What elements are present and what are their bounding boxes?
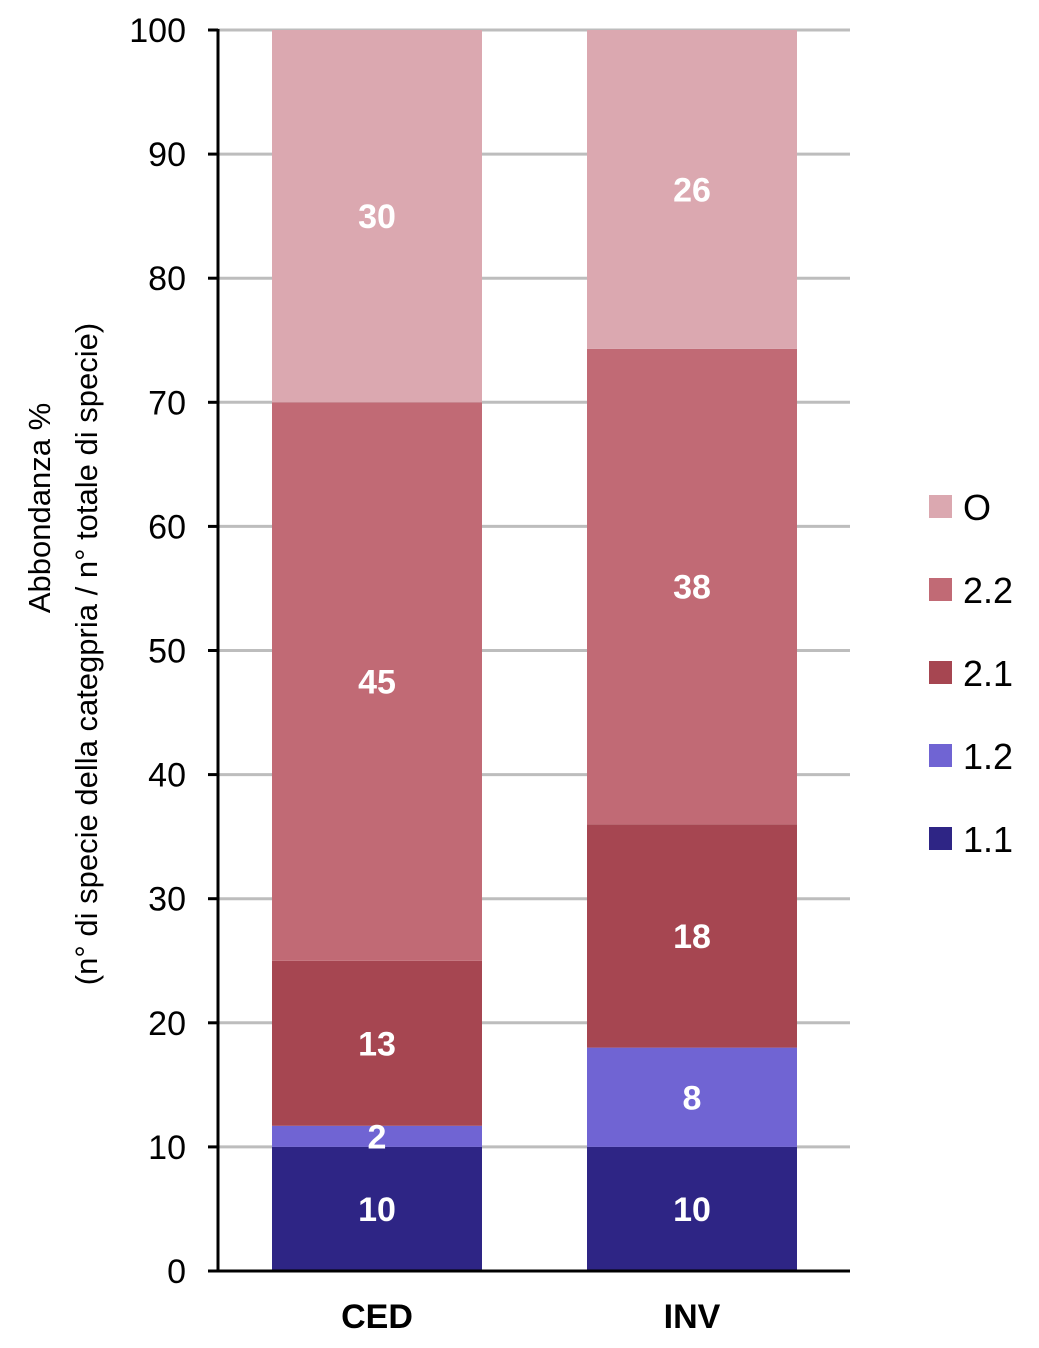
- bars: [272, 30, 797, 1271]
- y-tick-label: 40: [148, 757, 186, 795]
- y-tick-label: 100: [129, 12, 186, 50]
- legend-swatch: [929, 495, 952, 518]
- legend-item: 2.1: [929, 653, 1013, 694]
- data-label: 8: [683, 1079, 702, 1117]
- bar-segment-INV-2.2: [587, 348, 797, 825]
- bar-segment-CED-1.2: [272, 1125, 482, 1147]
- data-label: 10: [673, 1191, 711, 1229]
- data-label: 2: [368, 1118, 387, 1156]
- y-tick-label: 20: [148, 1005, 186, 1043]
- bar-segment-INV-1.1: [587, 1146, 797, 1271]
- data-label: 30: [358, 198, 396, 236]
- y-axis-title: Abbondanza % (n° di specie della categpr…: [22, 323, 104, 985]
- y-axis-label-line2: (n° di specie della categpria / n° total…: [69, 323, 104, 985]
- legend-swatch: [929, 827, 952, 850]
- legend-label: 2.1: [963, 653, 1013, 694]
- data-label: 13: [358, 1025, 396, 1063]
- bar-segment-CED-O: [272, 30, 482, 403]
- data-label: 45: [358, 664, 396, 702]
- axes: [208, 28, 850, 1273]
- legend-label: 2.2: [963, 570, 1013, 611]
- y-tick-label: 30: [148, 881, 186, 919]
- data-label: 10: [358, 1191, 396, 1229]
- legend-swatch: [929, 744, 952, 767]
- y-axis-label: Abbondanza %: [22, 403, 57, 613]
- legend-item: 1.2: [929, 736, 1013, 777]
- data-label: 38: [673, 569, 711, 607]
- y-tick-labels: 0 10 20 30 40 50 60 70 80 90 100: [129, 12, 186, 1291]
- y-tick-label: 10: [148, 1129, 186, 1167]
- y-tick-label: 0: [167, 1253, 186, 1291]
- y-tick-label: 70: [148, 384, 186, 422]
- legend-label: O: [963, 487, 991, 528]
- y-tick-label: 80: [148, 260, 186, 298]
- legend-item: 1.1: [929, 819, 1013, 860]
- x-category-label: INV: [664, 1298, 721, 1336]
- y-tick-label: 90: [148, 136, 186, 174]
- data-label: 26: [673, 171, 711, 209]
- data-label: 18: [673, 918, 711, 956]
- legend-label: 1.1: [963, 819, 1013, 860]
- bar-segment-CED-2.2: [272, 402, 482, 961]
- y-tick-label: 50: [148, 633, 186, 671]
- bar-segment-INV-2.1: [587, 824, 797, 1048]
- legend-swatch: [929, 661, 952, 684]
- x-category-labels: CED INV: [341, 1298, 721, 1336]
- legend-item: O: [929, 487, 991, 528]
- bar-segment-INV-O: [587, 30, 797, 349]
- legend: O 2.2 2.1 1.2 1.1: [929, 487, 1013, 860]
- data-labels: 10 2 13 45 30 10 8 18 38 26: [358, 171, 711, 1228]
- legend-item: 2.2: [929, 570, 1013, 611]
- y-tick-label: 60: [148, 508, 186, 546]
- legend-label: 1.2: [963, 736, 1013, 777]
- x-category-label: CED: [341, 1298, 413, 1336]
- legend-swatch: [929, 578, 952, 601]
- bar-segment-CED-2.1: [272, 960, 482, 1126]
- bar-segment-CED-1.1: [272, 1146, 482, 1271]
- bar-segment-INV-1.2: [587, 1047, 797, 1147]
